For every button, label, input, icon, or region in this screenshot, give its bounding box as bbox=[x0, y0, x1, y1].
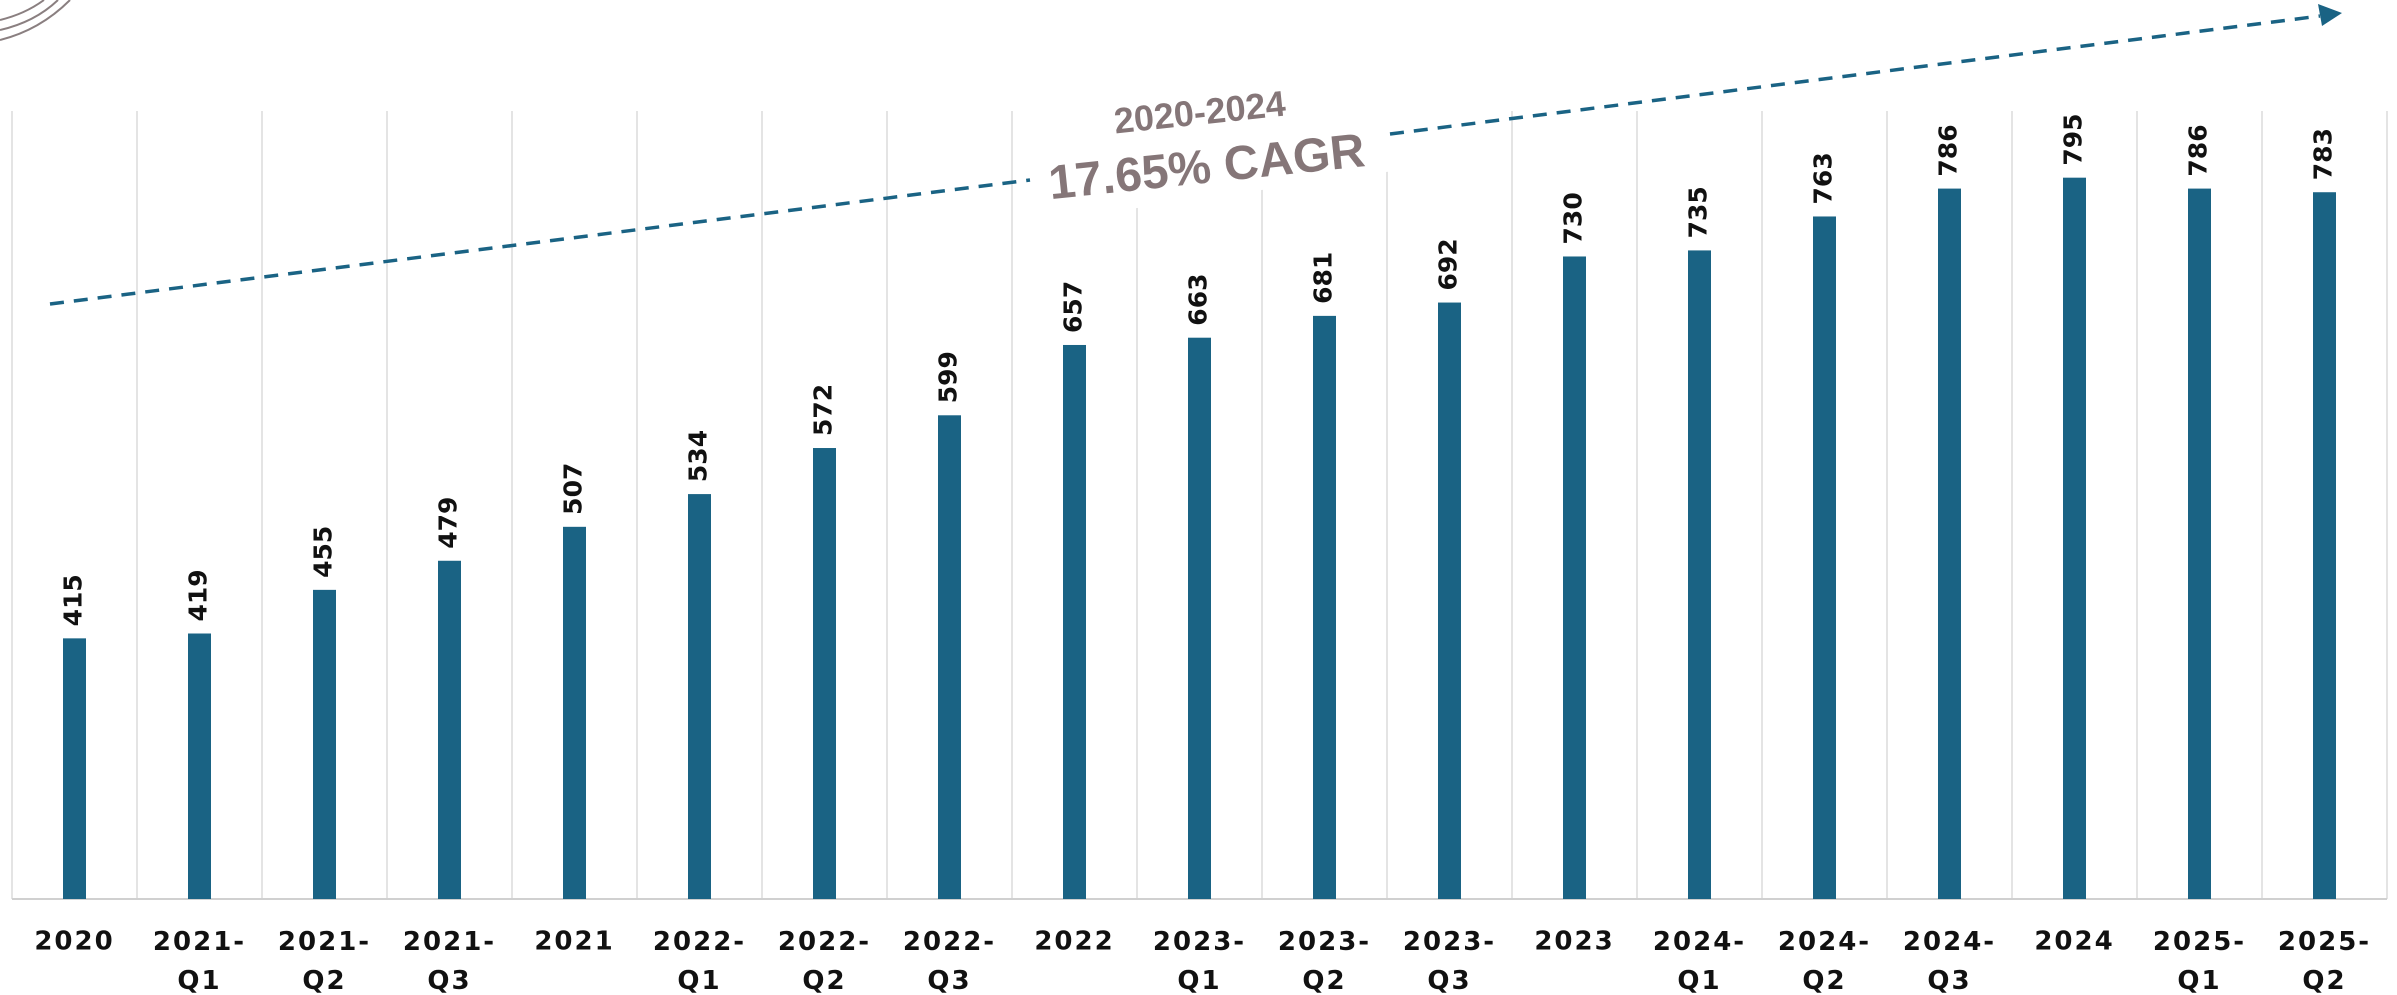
bar bbox=[688, 494, 711, 899]
x-tick-label: 2023 bbox=[1534, 927, 1614, 957]
value-label: 730 bbox=[1559, 192, 1588, 244]
bar bbox=[2188, 188, 2211, 899]
bar bbox=[938, 415, 961, 899]
value-label: 663 bbox=[1184, 274, 1213, 326]
x-tick-label: 2022 bbox=[1034, 927, 1114, 957]
x-tick-label: 2023-Q3 bbox=[1403, 927, 1496, 995]
value-label: 735 bbox=[1684, 186, 1713, 238]
x-tick-label: 2025-Q2 bbox=[2278, 927, 2371, 995]
arrow-head bbox=[2318, 4, 2342, 26]
bar bbox=[1313, 315, 1336, 899]
x-tick-label: 2021-Q2 bbox=[278, 927, 371, 995]
x-tick-label: 2023-Q2 bbox=[1278, 927, 1371, 995]
x-tick-label: 2022-Q2 bbox=[778, 927, 871, 995]
value-label: 507 bbox=[559, 463, 588, 515]
annotation-backdrop bbox=[1020, 80, 1400, 225]
x-tick-label: 2021-Q3 bbox=[403, 927, 496, 995]
value-label: 419 bbox=[184, 569, 213, 621]
x-tick-label: 2022-Q1 bbox=[653, 927, 746, 995]
x-tick-label: 2024-Q2 bbox=[1778, 927, 1871, 995]
bar bbox=[1438, 302, 1461, 899]
trend-arrow bbox=[49, 14, 2321, 306]
value-label: 534 bbox=[684, 430, 713, 482]
bar bbox=[313, 589, 336, 899]
value-label: 763 bbox=[1809, 152, 1838, 204]
value-label: 657 bbox=[1059, 281, 1088, 333]
bar bbox=[1188, 337, 1211, 899]
bar bbox=[563, 526, 586, 899]
value-label: 455 bbox=[309, 526, 338, 578]
value-label: 479 bbox=[434, 497, 463, 549]
x-tick-label: 2021-Q1 bbox=[153, 927, 246, 995]
bar bbox=[813, 448, 836, 899]
x-tick-label: 2023-Q1 bbox=[1153, 927, 1246, 995]
bar bbox=[1938, 188, 1961, 899]
x-tick-label: 2021 bbox=[534, 927, 614, 957]
bar bbox=[1813, 216, 1836, 899]
bar bbox=[1563, 256, 1586, 899]
value-label: 599 bbox=[934, 351, 963, 403]
bar bbox=[2063, 177, 2086, 899]
bar bbox=[1688, 250, 1711, 899]
value-label: 786 bbox=[1934, 124, 1963, 176]
value-label: 681 bbox=[1309, 252, 1338, 304]
bar bbox=[2313, 192, 2336, 899]
x-tick-label: 2020 bbox=[34, 927, 114, 957]
value-label: 572 bbox=[809, 384, 838, 436]
x-tick-label: 2024-Q3 bbox=[1903, 927, 1996, 995]
value-label: 795 bbox=[2059, 113, 2088, 165]
x-tick-label: 2025-Q1 bbox=[2153, 927, 2246, 995]
bar bbox=[63, 638, 86, 899]
value-label: 786 bbox=[2184, 124, 2213, 176]
bar bbox=[188, 633, 211, 899]
value-label: 415 bbox=[59, 574, 88, 626]
value-label: 692 bbox=[1434, 238, 1463, 290]
x-tick-label: 2024 bbox=[2034, 927, 2114, 957]
grid bbox=[11, 111, 2388, 900]
bars: 2020 415 2021-Q1 419 2021-Q2 455 2021-Q3 479 202… bbox=[34, 113, 2371, 995]
bar bbox=[1063, 344, 1086, 900]
bar bbox=[438, 560, 461, 899]
x-tick-label: 2022-Q3 bbox=[903, 927, 996, 995]
logo-swirl bbox=[0, 0, 71, 41]
value-label: 783 bbox=[2309, 128, 2338, 180]
x-tick-label: 2024-Q1 bbox=[1653, 927, 1746, 995]
